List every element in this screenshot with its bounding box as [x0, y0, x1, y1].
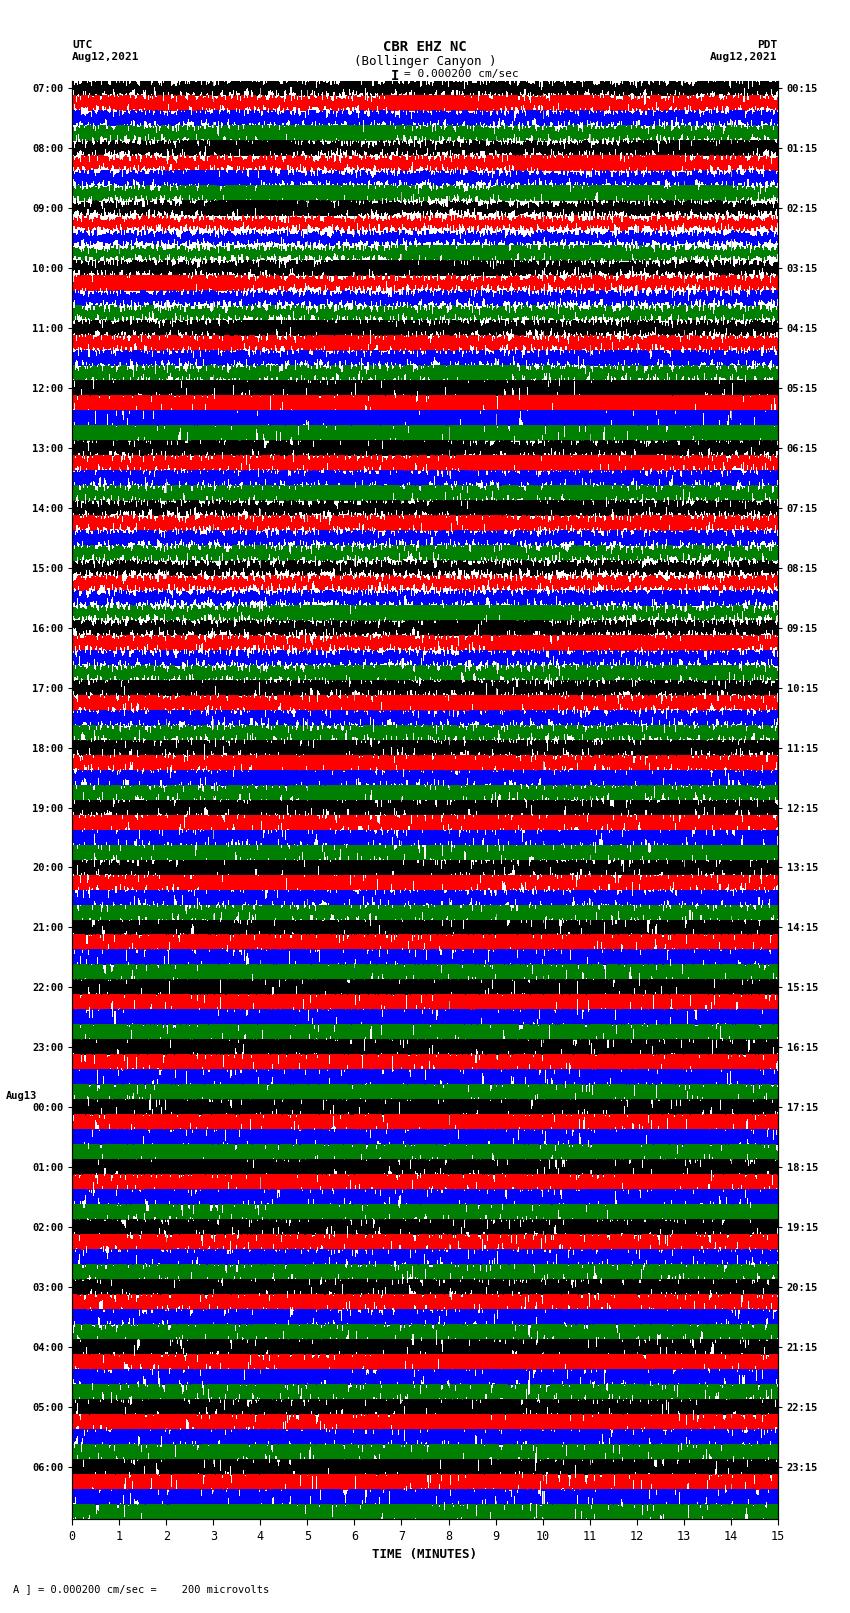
Text: I: I	[391, 69, 399, 84]
Text: = 0.000200 cm/sec: = 0.000200 cm/sec	[404, 69, 518, 79]
Text: A ] = 0.000200 cm/sec =    200 microvolts: A ] = 0.000200 cm/sec = 200 microvolts	[13, 1584, 269, 1594]
X-axis label: TIME (MINUTES): TIME (MINUTES)	[372, 1548, 478, 1561]
Text: PDT
Aug12,2021: PDT Aug12,2021	[711, 40, 778, 61]
Text: UTC
Aug12,2021: UTC Aug12,2021	[72, 40, 139, 61]
Text: Aug13: Aug13	[6, 1090, 37, 1102]
Text: CBR EHZ NC: CBR EHZ NC	[383, 40, 467, 55]
Text: (Bollinger Canyon ): (Bollinger Canyon )	[354, 55, 496, 68]
